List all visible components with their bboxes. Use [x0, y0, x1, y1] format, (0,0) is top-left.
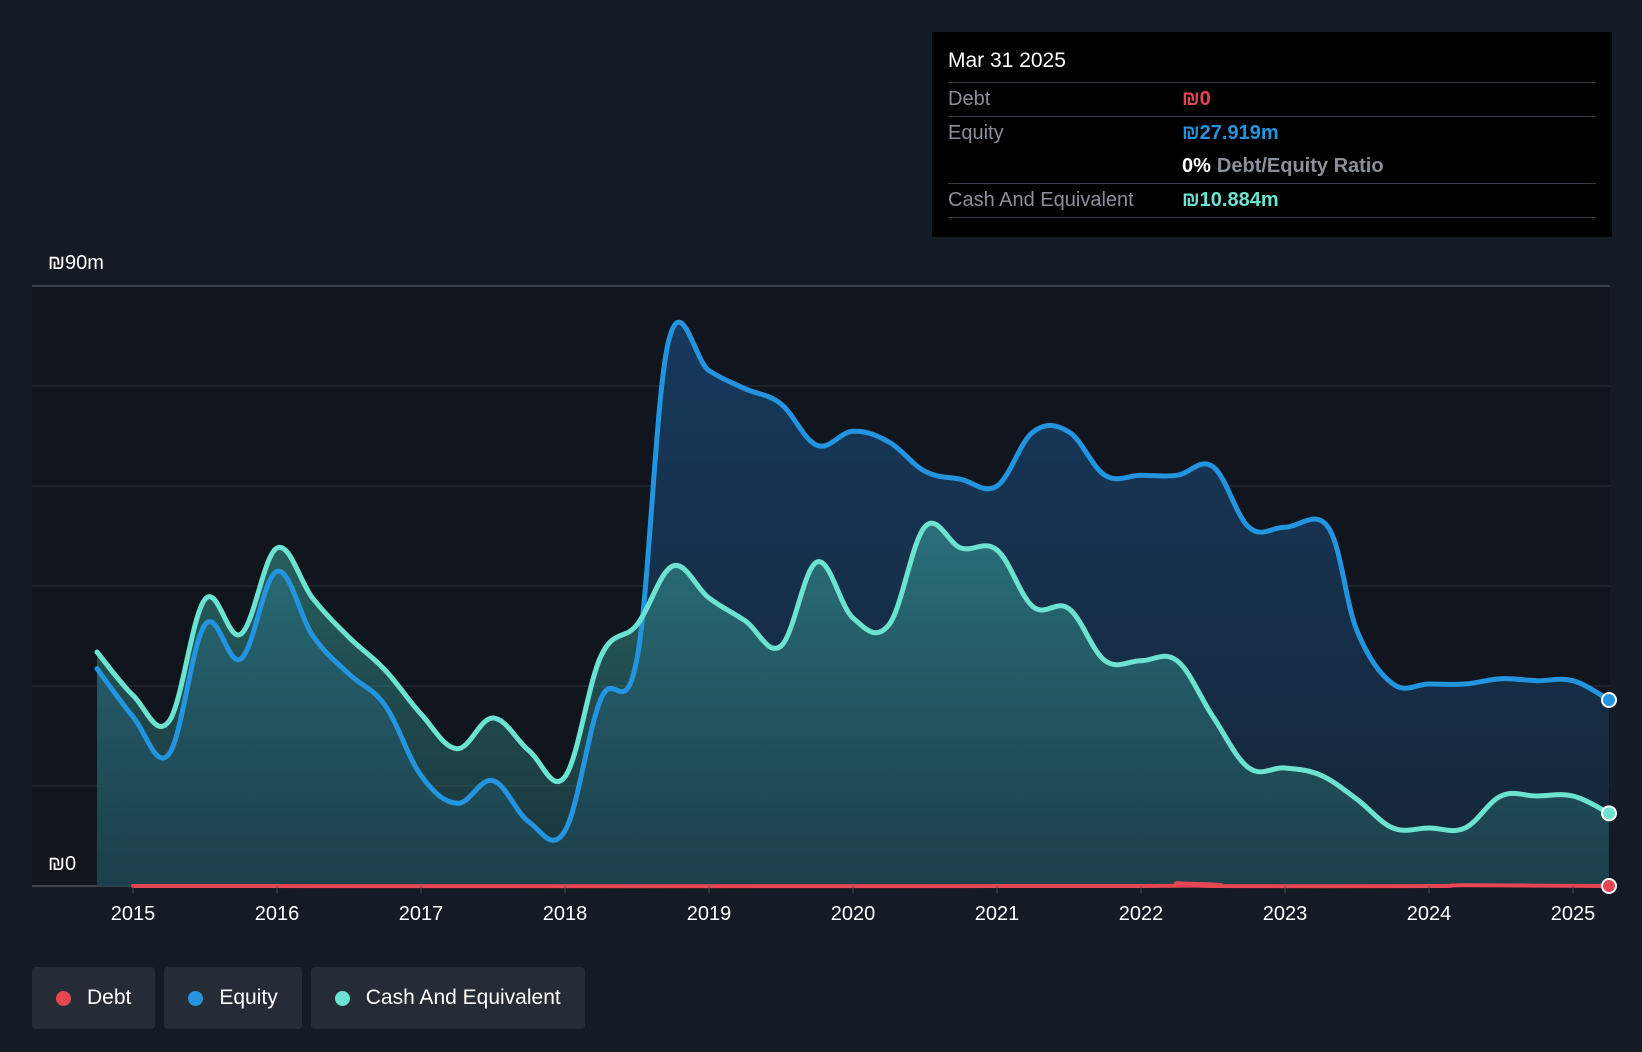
cash-end-marker[interactable] [1601, 805, 1617, 822]
equity-end-marker[interactable] [1601, 692, 1617, 708]
tooltip-debt-value: ₪0 [1182, 88, 1211, 110]
y-label-max: ₪90m [48, 252, 104, 274]
x-tick-label: 2025 [1551, 903, 1596, 925]
x-tick-label: 2020 [831, 903, 876, 925]
tooltip-cash-label: Cash And Equivalent [948, 189, 1134, 211]
tooltip: Mar 31 2025 Debt ₪0 Equity ₪27.919m 0% D… [932, 32, 1612, 237]
tooltip-debt-label: Debt [948, 88, 991, 110]
tooltip-cash-value: ₪10.884m [1182, 189, 1279, 211]
legend-debt[interactable]: Debt [32, 967, 156, 1029]
legend-cash[interactable]: Cash And Equivalent [310, 967, 585, 1029]
cash-dot-icon [334, 990, 350, 1006]
legend-equity-label: Equity [219, 986, 278, 1009]
tooltip-equity-value: ₪27.919m [1182, 122, 1279, 144]
x-tick-label: 2022 [1119, 903, 1164, 925]
legend-debt-label: Debt [87, 986, 132, 1009]
x-tick-label: 2016 [255, 903, 300, 925]
equity-dot-icon [188, 990, 204, 1006]
x-tick-label: 2023 [1263, 903, 1308, 925]
debt-dot-icon [56, 990, 71, 1006]
x-tick-label: 2024 [1407, 903, 1452, 925]
x-tick-label: 2018 [543, 903, 588, 925]
series-lines [94, 319, 1612, 889]
y-label-zero: ₪0 [48, 853, 76, 875]
equity-line[interactable] [94, 319, 1612, 843]
x-tick-label: 2021 [975, 903, 1020, 925]
x-tick-label: 2017 [399, 903, 444, 925]
tooltip-cash-row: Cash And Equivalent ₪10.884m [948, 184, 1596, 218]
tooltip-ratio-value: 0% [1182, 155, 1211, 177]
x-tick-label: 2019 [687, 903, 732, 925]
x-axis: 2015 2016 2017 2018 2019 2020 2021 2022 2023 2024… [111, 886, 1596, 925]
end-markers [1601, 692, 1617, 894]
debt-end-marker[interactable] [1601, 878, 1617, 894]
debt-line[interactable] [131, 881, 1611, 889]
tooltip-equity-label: Equity [948, 122, 1004, 144]
legend-equity[interactable]: Equity [164, 967, 302, 1029]
tooltip-ratio-row: 0% Debt/Equity Ratio [948, 150, 1596, 184]
legend: Debt Equity Cash And Equivalent [32, 967, 585, 1029]
tooltip-date: Mar 31 2025 [948, 46, 1596, 83]
tooltip-equity-row: Equity ₪27.919m [948, 117, 1596, 150]
cash-line[interactable] [94, 520, 1612, 834]
legend-cash-label: Cash And Equivalent [365, 986, 561, 1009]
tooltip-ratio-label: Debt/Equity Ratio [1216, 155, 1384, 177]
tooltip-debt-row: Debt ₪0 [948, 83, 1596, 117]
x-tick-label: 2015 [111, 903, 156, 925]
cash-area [97, 523, 1609, 886]
